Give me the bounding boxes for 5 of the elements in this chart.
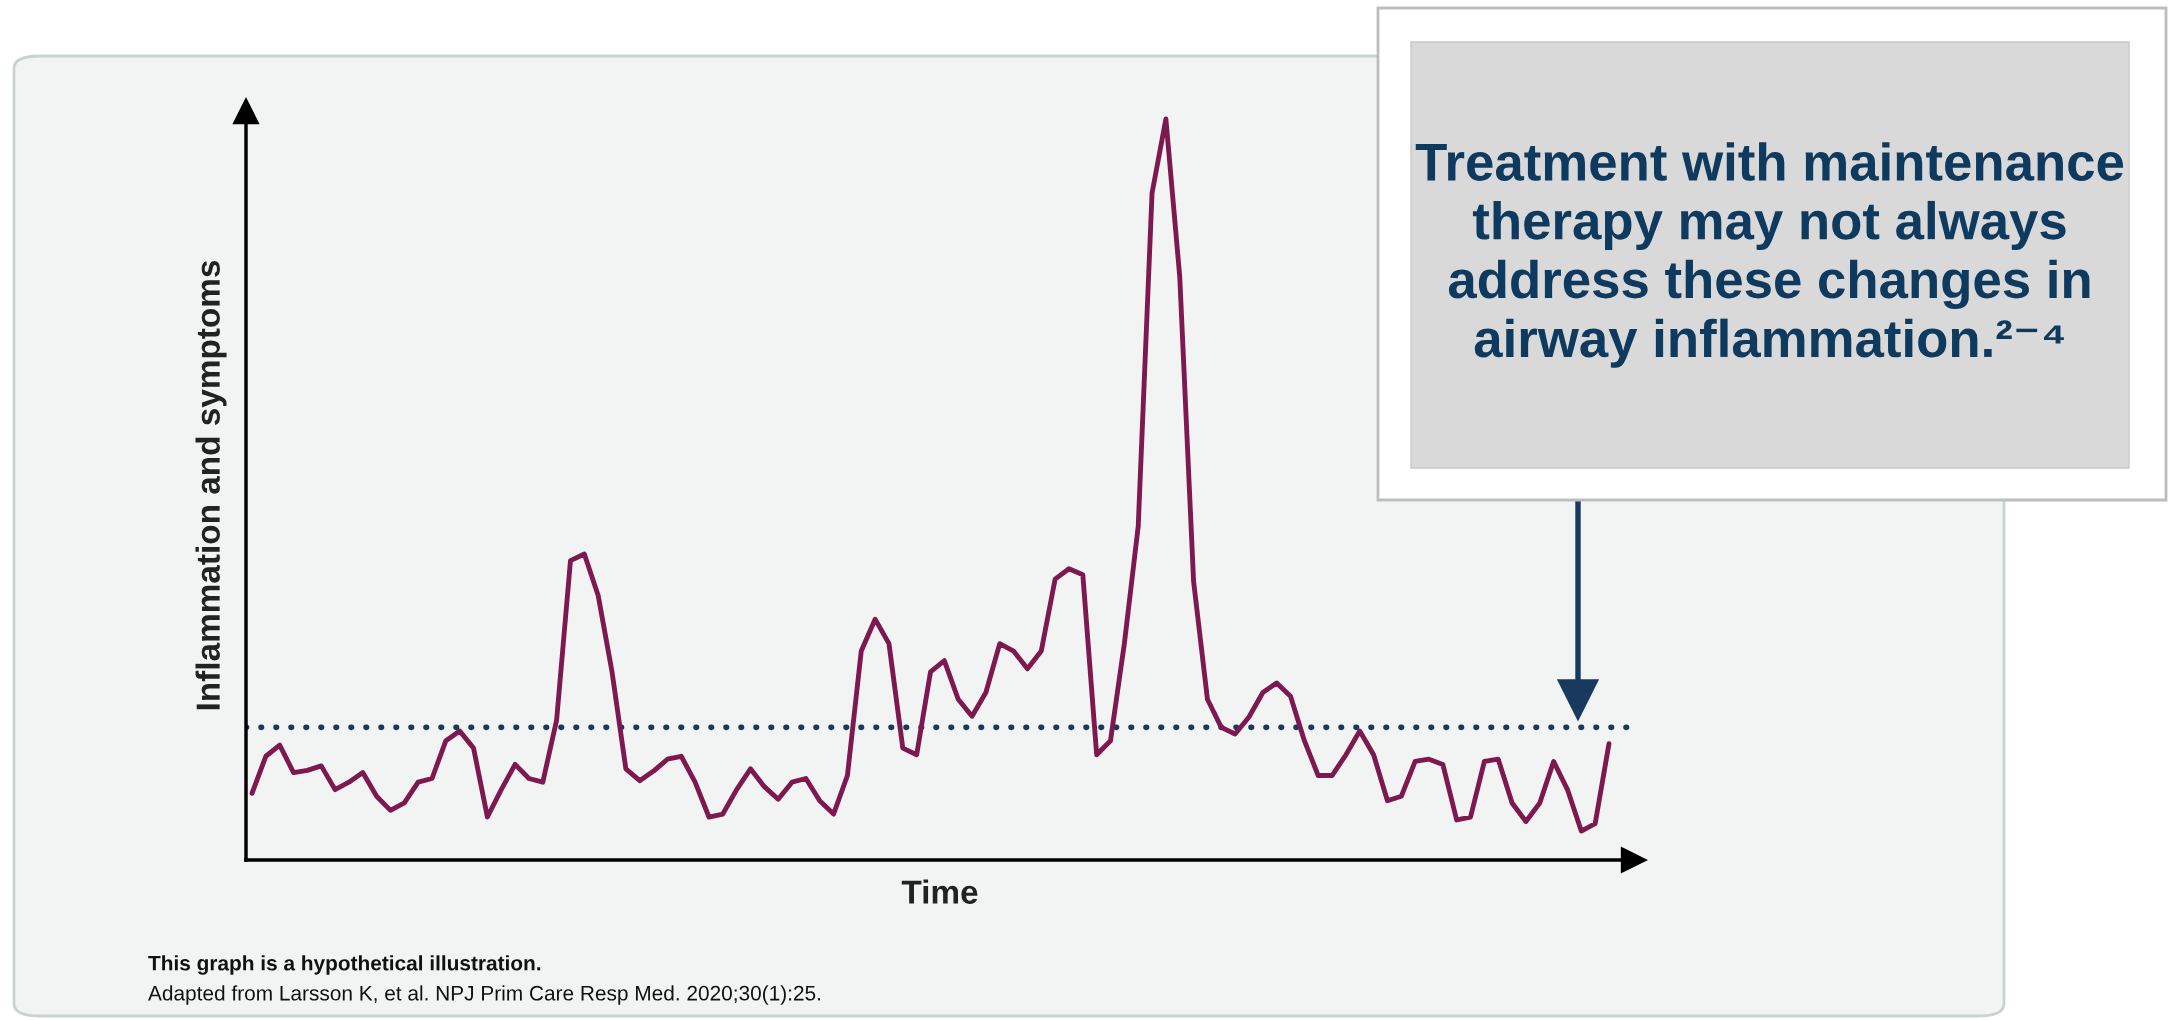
text: This graph is a hypothetical illustration. [148, 955, 541, 975]
text: Adapted from Larsson K, et al. NPJ Prim Care Resp Med. 2020;30(1):25. [148, 985, 821, 1005]
annotation: Treatment with maintenance therapy may not always address these changes in airway inflammation.²⁻⁴ [1415, 142, 2124, 368]
y-axis-title: Inflammation and symptoms [195, 260, 227, 710]
x-axis-title: Time [901, 879, 978, 904]
